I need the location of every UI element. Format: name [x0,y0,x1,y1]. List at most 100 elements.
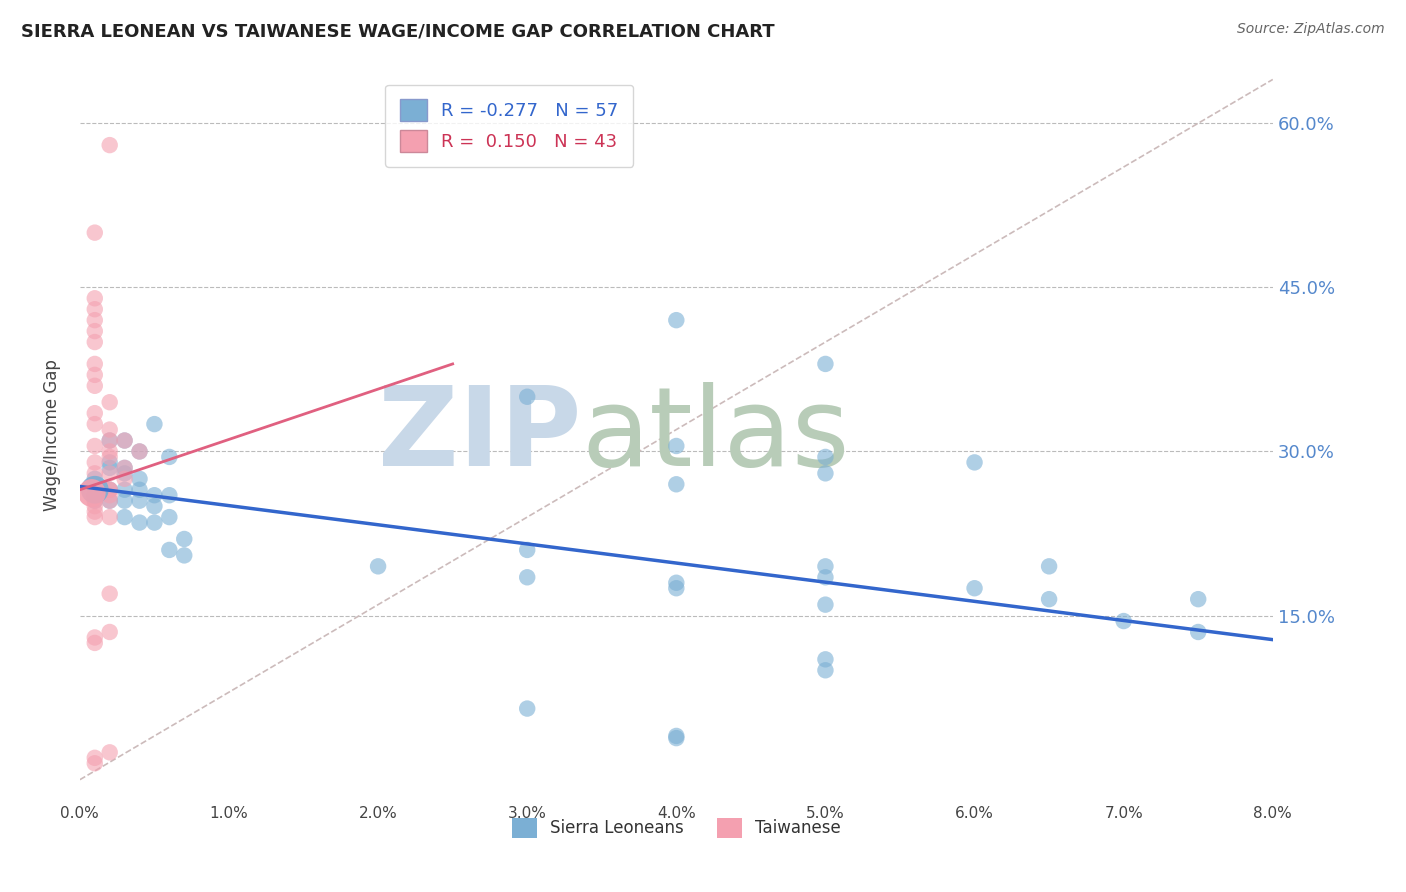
Text: SIERRA LEONEAN VS TAIWANESE WAGE/INCOME GAP CORRELATION CHART: SIERRA LEONEAN VS TAIWANESE WAGE/INCOME … [21,22,775,40]
Point [114,483,136,497]
Point [83,379,105,393]
Point [80,486,103,500]
Point [814,598,837,612]
Legend: Sierra Leoneans, Taiwanese: Sierra Leoneans, Taiwanese [505,811,848,845]
Point [83,368,105,382]
Point [128,516,150,530]
Point [83,334,105,349]
Point [814,467,837,481]
Point [814,652,837,666]
Y-axis label: Wage/Income Gap: Wage/Income Gap [44,359,60,511]
Point [128,472,150,486]
Point [98,450,121,464]
Point [516,701,538,715]
Point [83,488,105,502]
Point [814,357,837,371]
Point [157,510,180,524]
Point [83,488,105,502]
Point [98,434,121,448]
Point [83,756,105,771]
Point [98,587,121,601]
Point [963,455,986,469]
Point [83,493,105,508]
Point [98,395,121,409]
Text: atlas: atlas [581,382,849,489]
Point [814,559,837,574]
Point [83,483,105,497]
Point [83,455,105,469]
Point [98,493,121,508]
Point [83,493,105,508]
Text: ZIP: ZIP [378,382,581,489]
Point [98,455,121,469]
Point [665,439,688,453]
Point [98,625,121,640]
Point [143,417,166,431]
Point [814,450,837,464]
Point [516,570,538,584]
Point [98,483,121,497]
Point [157,543,180,558]
Point [157,488,180,502]
Point [114,434,136,448]
Point [83,472,105,486]
Point [83,439,105,453]
Point [814,663,837,677]
Point [83,477,105,491]
Point [128,483,150,497]
Point [98,483,121,497]
Point [516,543,538,558]
Point [83,357,105,371]
Text: Source: ZipAtlas.com: Source: ZipAtlas.com [1237,22,1385,37]
Point [83,467,105,481]
Point [143,488,166,502]
Point [114,461,136,475]
Point [83,751,105,765]
Point [367,559,389,574]
Point [114,510,136,524]
Point [173,549,195,563]
Point [83,406,105,420]
Point [83,510,105,524]
Point [114,434,136,448]
Point [665,575,688,590]
Point [83,291,105,305]
Point [114,472,136,486]
Point [114,461,136,475]
Point [98,493,121,508]
Point [814,570,837,584]
Point [665,731,688,745]
Point [83,499,105,513]
Point [516,390,538,404]
Point [83,302,105,317]
Point [143,499,166,513]
Point [98,461,121,475]
Point [83,505,105,519]
Point [83,477,105,491]
Point [1187,625,1209,640]
Point [98,483,121,497]
Point [1038,592,1060,607]
Point [83,417,105,431]
Point [157,450,180,464]
Point [665,313,688,327]
Point [1187,592,1209,607]
Point [83,226,105,240]
Point [665,477,688,491]
Point [665,581,688,595]
Point [114,493,136,508]
Point [83,631,105,645]
Point [665,729,688,743]
Point [128,444,150,458]
Point [173,532,195,546]
Point [114,467,136,481]
Point [98,467,121,481]
Point [98,434,121,448]
Point [1112,614,1135,628]
Point [98,423,121,437]
Point [83,324,105,338]
Point [98,138,121,153]
Point [1038,559,1060,574]
Point [98,745,121,759]
Point [98,510,121,524]
